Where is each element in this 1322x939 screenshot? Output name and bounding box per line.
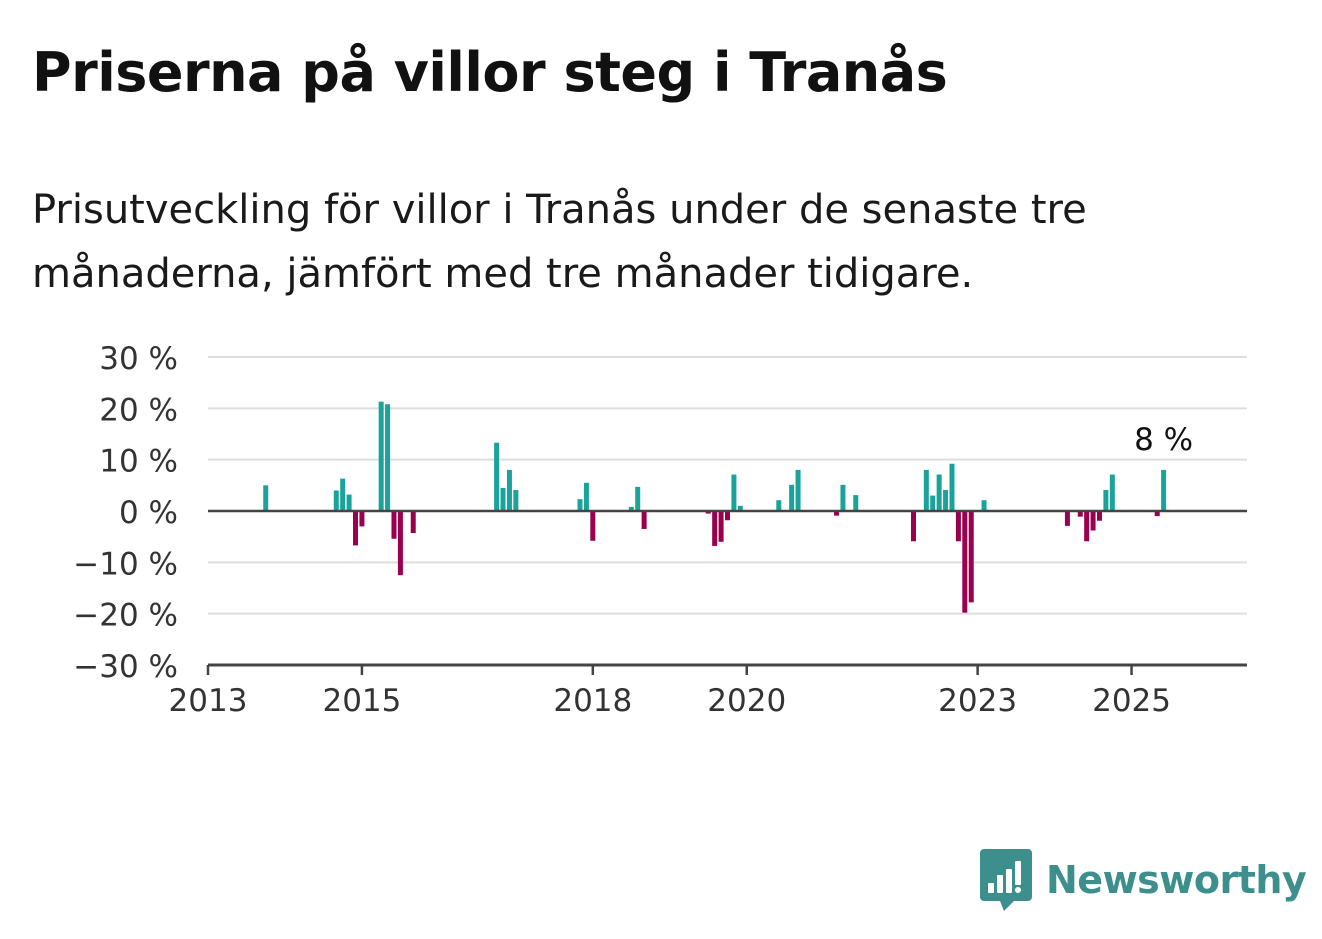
bar [949, 463, 955, 511]
bar [1064, 511, 1070, 526]
bar [789, 484, 795, 511]
chart-gridlines [208, 356, 1247, 615]
x-tick-label: 2025 [1092, 683, 1171, 719]
bar [494, 442, 500, 511]
bar [705, 511, 711, 514]
brand-name: Newsworthy [1046, 858, 1307, 902]
bar [1084, 511, 1090, 542]
chart-subtitle: Prisutveckling för villor i Tranås under… [32, 187, 1087, 297]
bar [397, 511, 403, 576]
bar [712, 511, 718, 546]
bar [853, 495, 859, 511]
chart-axes [206, 509, 1247, 675]
x-tick-label: 2018 [553, 683, 632, 719]
bar [936, 474, 942, 511]
bar [1103, 489, 1109, 511]
bar [513, 489, 519, 511]
x-tick-label: 2013 [169, 683, 248, 719]
y-tick-label: 30 % [99, 341, 178, 377]
bar [385, 404, 391, 511]
y-tick-label: 0 % [119, 495, 178, 531]
bar [359, 511, 365, 527]
bar [834, 511, 840, 516]
bar [962, 511, 968, 613]
bar [340, 478, 346, 511]
bar [731, 474, 737, 511]
newsworthy-logo-icon [980, 849, 1032, 911]
bar [737, 505, 743, 511]
y-tick-label: 20 % [99, 392, 178, 428]
newsworthy-logo: Newsworthy [980, 848, 1307, 912]
bar [391, 511, 397, 539]
bar [641, 511, 647, 529]
bar [1096, 511, 1102, 521]
bar-chart: 30 % 20 % 10 % 0 % −10 % −20 % −30 %2013 2015 20… [73, 341, 1247, 719]
y-tick-label: 10 % [99, 444, 178, 480]
bar [795, 469, 801, 511]
x-tick-label: 2015 [322, 683, 401, 719]
bar [930, 495, 936, 511]
x-tick-label: 2020 [707, 683, 786, 719]
y-tick-label: −20 % [73, 598, 178, 634]
bar [1161, 469, 1167, 511]
chart-labels: 30 % 20 % 10 % 0 % −10 % −20 % −30 %2013 2015 20… [73, 341, 1193, 719]
bar [718, 511, 724, 542]
bar [628, 506, 634, 511]
y-tick-label: −30 % [73, 649, 178, 685]
bar [1090, 511, 1096, 531]
bar [583, 482, 589, 511]
y-tick-label: −10 % [73, 546, 178, 582]
bar [590, 511, 596, 541]
bar [923, 469, 929, 511]
latest-value-label: 8 % [1134, 422, 1193, 458]
bar [981, 500, 987, 511]
bar [943, 489, 949, 511]
bar [263, 485, 269, 511]
bar [346, 494, 352, 511]
x-tick-label: 2023 [938, 683, 1017, 719]
bar [910, 511, 916, 542]
bar [776, 500, 782, 511]
bar [353, 511, 359, 546]
bar [955, 511, 961, 542]
bar [378, 401, 384, 511]
chart-title: Priserna på villor steg i Tranås [32, 41, 948, 104]
bar [968, 511, 974, 603]
bar [1109, 474, 1115, 511]
bar [577, 499, 583, 511]
bar [1077, 511, 1083, 517]
bar [500, 487, 506, 511]
bar [725, 511, 730, 521]
bar [1154, 511, 1160, 517]
bar [840, 484, 846, 511]
bar [410, 511, 416, 534]
chart-bars [263, 401, 1167, 613]
bar [506, 469, 512, 511]
bar [635, 486, 641, 511]
bar [333, 490, 339, 511]
